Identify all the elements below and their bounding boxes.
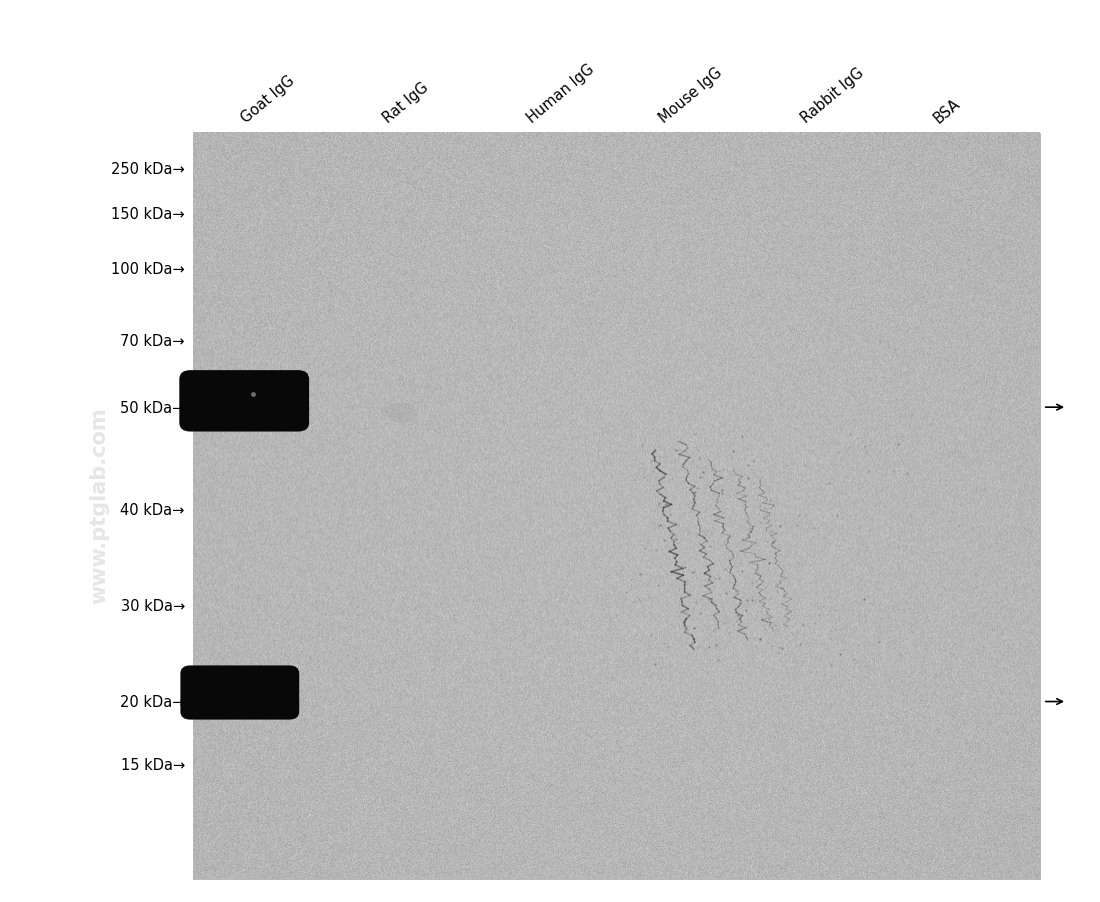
Text: 30 kDa→: 30 kDa→ (121, 599, 185, 613)
Text: Rabbit IgG: Rabbit IgG (799, 66, 867, 126)
Text: 40 kDa→: 40 kDa→ (120, 502, 185, 517)
Text: 250 kDa→: 250 kDa→ (111, 162, 185, 177)
Text: 50 kDa→: 50 kDa→ (120, 400, 185, 415)
Text: Mouse IgG: Mouse IgG (656, 65, 725, 126)
Text: www.ptglab.com: www.ptglab.com (89, 407, 109, 603)
FancyBboxPatch shape (179, 371, 309, 432)
Text: 70 kDa→: 70 kDa→ (120, 334, 185, 348)
Bar (192, 133, 1040, 879)
Text: BSA: BSA (931, 96, 962, 126)
Text: Rat IgG: Rat IgG (381, 80, 432, 126)
Text: 20 kDa→: 20 kDa→ (120, 695, 185, 709)
Text: 150 kDa→: 150 kDa→ (111, 207, 185, 222)
Text: 100 kDa→: 100 kDa→ (111, 262, 185, 276)
Ellipse shape (385, 403, 418, 423)
Text: Human IgG: Human IgG (524, 62, 596, 126)
Text: Goat IgG: Goat IgG (238, 73, 297, 126)
Text: 15 kDa→: 15 kDa→ (121, 758, 185, 772)
FancyBboxPatch shape (180, 666, 299, 720)
